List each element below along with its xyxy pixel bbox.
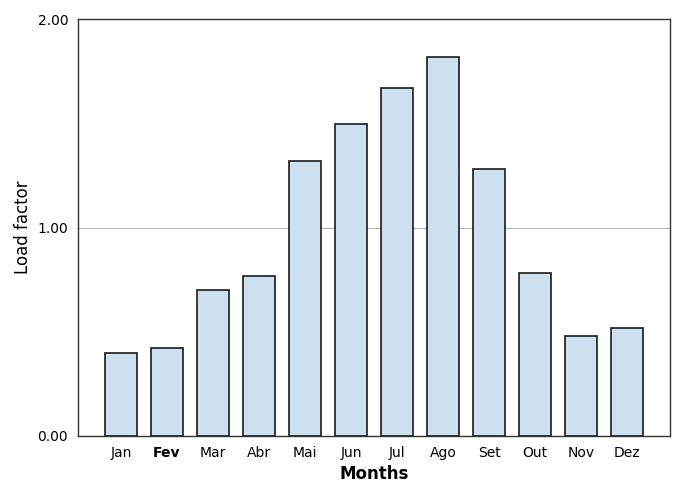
Bar — [381, 88, 413, 436]
Bar — [473, 169, 505, 436]
Bar — [243, 275, 275, 436]
Bar — [427, 57, 459, 436]
Bar — [151, 348, 183, 436]
X-axis label: Months: Months — [339, 465, 409, 483]
Bar — [565, 336, 597, 436]
Y-axis label: Load factor: Load factor — [14, 181, 32, 274]
Bar — [197, 290, 229, 436]
Bar — [289, 161, 321, 436]
Bar — [519, 273, 551, 436]
Bar — [611, 328, 643, 436]
Bar — [105, 352, 137, 436]
Bar — [335, 123, 367, 436]
